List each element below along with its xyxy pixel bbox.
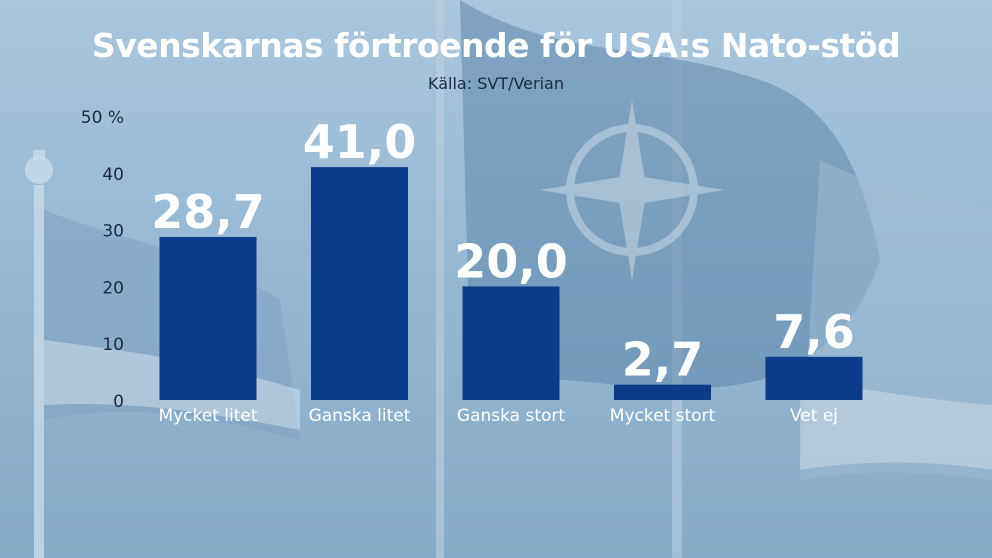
bar — [462, 286, 560, 400]
x-tick-label: Ganska stort — [457, 406, 566, 426]
y-tick-label: 40 — [102, 165, 124, 185]
y-tick-label: 50 % — [81, 108, 124, 128]
x-tick-label: Mycket litet — [158, 406, 257, 426]
data-label: 28,7 — [151, 185, 265, 239]
y-tick-label: 10 — [102, 335, 124, 355]
bar — [311, 167, 408, 400]
data-label: 20,0 — [454, 234, 568, 288]
bar — [614, 384, 711, 400]
x-tick-label: Mycket stort — [610, 406, 716, 426]
x-tick-label: Vet ej — [790, 406, 838, 426]
chart-subtitle: Källa: SVT/Verian — [428, 74, 564, 93]
bar — [159, 236, 257, 400]
x-tick-label: Ganska litet — [309, 406, 411, 426]
y-tick-label: 30 — [102, 222, 124, 242]
data-label: 7,6 — [773, 305, 855, 359]
data-label: 41,0 — [303, 115, 417, 169]
chart-title: Svenskarnas förtroende för USA:s Nato-st… — [91, 26, 901, 65]
y-tick-label: 0 — [113, 392, 124, 412]
bar — [765, 356, 863, 400]
y-tick-label: 20 — [102, 278, 124, 298]
data-label: 2,7 — [622, 333, 704, 387]
